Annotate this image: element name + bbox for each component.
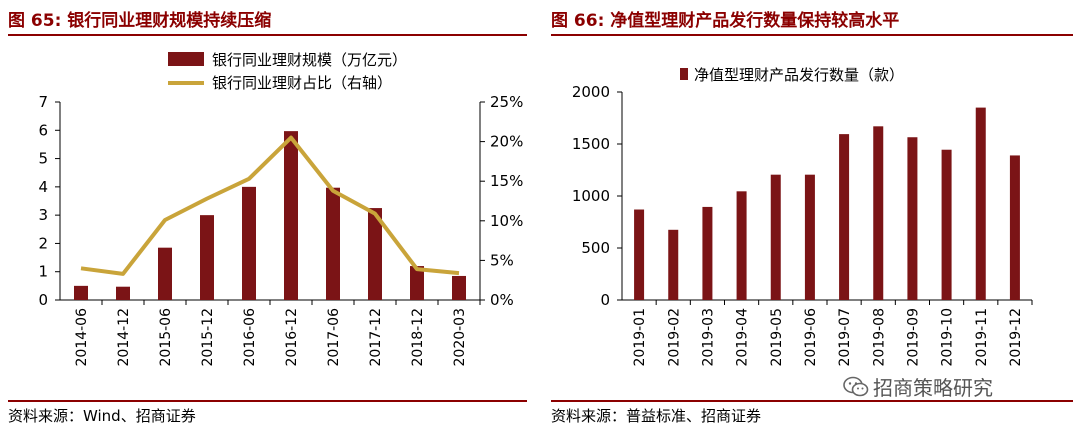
bar — [1009, 155, 1020, 300]
watermark-text: 招商策略研究 — [873, 376, 993, 400]
y2-tick-label: 10% — [490, 212, 523, 230]
x-tick-label: 2019-11 — [974, 308, 990, 367]
y-tick-label: 4 — [38, 178, 48, 196]
bar — [158, 247, 172, 300]
y-tick-label: 1500 — [572, 135, 610, 153]
bar — [770, 174, 781, 300]
x-tick-label: 2016-12 — [284, 308, 300, 367]
right-chart-title: 图 66: 净值型理财产品发行数量保持较高水平 — [551, 11, 900, 31]
left-bottom-rule — [8, 400, 527, 402]
bar — [368, 208, 382, 300]
legend-label-bar: 净值型理财产品发行数量（款） — [694, 66, 904, 84]
watermark: 招商策略研究 — [843, 372, 993, 401]
bar — [873, 126, 884, 300]
legend-swatch-bar — [168, 52, 204, 66]
x-tick-label: 2018-12 — [410, 308, 426, 367]
y-tick-label: 3 — [38, 206, 48, 224]
bar — [975, 107, 986, 300]
y-tick-label: 1000 — [572, 187, 610, 205]
y2-tick-label: 15% — [490, 172, 523, 190]
right-chart: 0 500 1000 1500 2000 2019-01 2019-02 2019-03 201… — [572, 66, 1033, 367]
bar — [907, 137, 918, 300]
x-tick-label: 2019-12 — [1008, 308, 1024, 367]
y-tick-label: 0 — [38, 291, 48, 309]
right-bottom-rule — [551, 400, 1073, 402]
right-source-note: 资料来源：普益标准、招商证券 — [551, 407, 762, 425]
left-title-rule — [8, 34, 527, 36]
y2-tick-label: 20% — [490, 133, 523, 151]
x-tick-label: 2019-10 — [940, 308, 956, 367]
bar — [736, 191, 747, 300]
y-tick-label: 0 — [600, 291, 610, 309]
bar — [452, 275, 466, 300]
x-tick-label: 2014-12 — [116, 308, 132, 367]
left-chart: 0 1 2 3 4 5 6 7 0% 5% 10% 15% 20% 25% 2014-06 2014-12 20… — [38, 51, 523, 367]
x-tick-label: 2019-01 — [632, 308, 648, 367]
left-source-note: 资料来源：Wind、招商证券 — [8, 407, 196, 425]
y2-tick-label: 25% — [490, 93, 523, 111]
bar — [634, 209, 645, 300]
y-tick-label: 6 — [38, 121, 48, 139]
y-tick-label: 7 — [38, 93, 48, 111]
y2-tick-label: 0% — [490, 291, 514, 309]
bar — [242, 186, 256, 300]
x-tick-label: 2017-12 — [368, 308, 384, 367]
bar — [74, 285, 88, 300]
left-chart-title: 图 65: 银行同业理财规模持续压缩 — [8, 11, 272, 31]
bar — [668, 229, 679, 300]
x-tick-label: 2019-08 — [871, 308, 887, 367]
x-tick-label: 2019-03 — [700, 308, 716, 367]
wechat-icon — [843, 376, 869, 396]
x-tick-label: 2019-09 — [905, 308, 921, 367]
x-tick-label: 2020-03 — [452, 308, 468, 367]
legend-label-bar: 银行同业理财规模（万亿元） — [212, 51, 407, 69]
bar — [410, 266, 424, 300]
y-tick-label: 500 — [581, 239, 610, 257]
y-tick-label: 1 — [38, 263, 48, 281]
bar — [326, 187, 340, 300]
x-tick-label: 2019-02 — [666, 308, 682, 367]
y-tick-label: 2 — [38, 234, 48, 252]
x-tick-label: 2017-06 — [326, 308, 342, 367]
bar — [839, 134, 850, 300]
bar — [200, 215, 214, 300]
bar — [804, 174, 815, 300]
x-tick-label: 2016-06 — [242, 308, 258, 367]
x-tick-label: 2019-07 — [837, 308, 853, 367]
share-line — [80, 135, 460, 276]
legend-swatch-bar — [680, 68, 688, 80]
y-tick-label: 5 — [38, 150, 48, 168]
x-tick-label: 2019-04 — [735, 308, 751, 367]
x-tick-label: 2014-06 — [74, 308, 90, 367]
x-tick-label: 2019-05 — [769, 308, 785, 367]
x-tick-label: 2015-12 — [200, 308, 216, 367]
bar — [941, 149, 952, 300]
y-tick-label: 2000 — [572, 83, 610, 101]
bar — [116, 286, 130, 300]
legend-label-line: 银行同业理财占比（右轴） — [212, 74, 392, 92]
bar — [702, 206, 713, 300]
bar — [284, 131, 298, 300]
x-tick-label: 2015-06 — [158, 308, 174, 367]
x-tick-label: 2019-06 — [803, 308, 819, 367]
y2-tick-label: 5% — [490, 251, 514, 269]
right-title-rule — [551, 34, 1073, 36]
